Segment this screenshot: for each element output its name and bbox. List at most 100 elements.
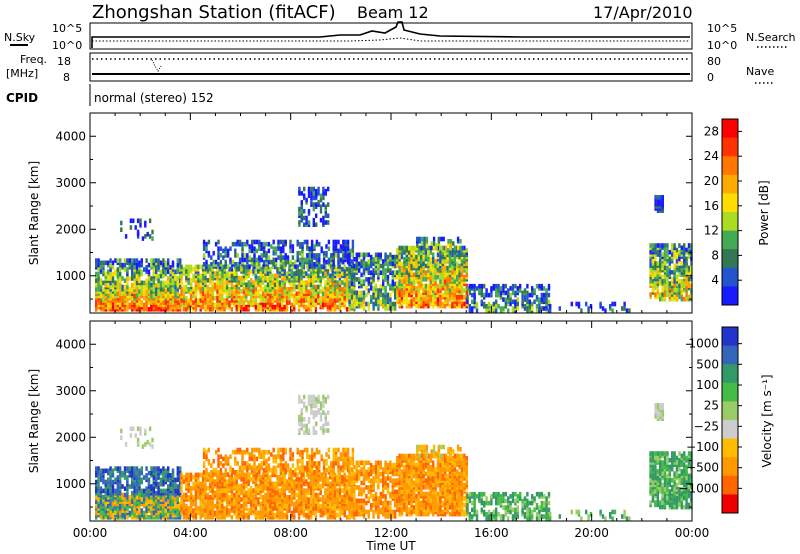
power-cell	[250, 244, 254, 249]
power-cell	[123, 284, 127, 290]
power-cbar-tick: 12	[704, 224, 719, 238]
power-cell	[319, 282, 322, 288]
power-cell	[680, 279, 683, 284]
velocity-cell	[179, 510, 182, 516]
power-cell	[678, 287, 681, 293]
velocity-cell	[302, 497, 306, 502]
power-cell	[121, 284, 124, 290]
power-cell	[382, 303, 385, 309]
power-cell	[240, 289, 243, 294]
power-cell	[458, 303, 461, 309]
power-cell	[400, 261, 404, 266]
power-cell	[136, 229, 140, 235]
power-cell	[355, 301, 358, 307]
velocity-cell	[167, 484, 170, 489]
velocity-cell	[206, 474, 210, 480]
power-cell	[437, 236, 441, 242]
power-cell	[507, 299, 510, 305]
power-cell	[243, 253, 247, 258]
power-cell	[331, 287, 334, 292]
power-cell	[432, 297, 435, 302]
velocity-cell	[221, 492, 224, 498]
power-cell	[312, 289, 315, 294]
power-cell	[671, 270, 674, 275]
power-cell	[123, 278, 127, 283]
power-cell	[217, 246, 220, 251]
power-cell	[176, 276, 179, 281]
power-cell	[322, 215, 325, 221]
power-cell	[133, 258, 136, 263]
power-cell	[422, 277, 425, 282]
power-cell	[668, 261, 671, 266]
power-cell	[511, 283, 515, 289]
velocity-cell	[211, 499, 214, 504]
power-cell	[319, 300, 322, 305]
power-cell	[362, 290, 366, 296]
power-cell	[412, 297, 416, 302]
power-cell	[456, 245, 460, 251]
power-cell	[502, 288, 505, 293]
power-cell	[415, 292, 418, 298]
power-cell	[157, 278, 160, 283]
velocity-cell	[302, 481, 306, 487]
velocity-cell	[237, 483, 241, 489]
power-cell	[310, 239, 314, 245]
power-cell	[219, 253, 223, 258]
power-cell	[531, 301, 534, 307]
power-cell	[344, 248, 347, 254]
velocity-cell	[281, 481, 284, 487]
power-cell	[243, 241, 247, 247]
power-cell	[95, 262, 98, 268]
power-cell	[343, 278, 346, 283]
power-cell	[99, 278, 103, 283]
power-cell	[97, 262, 100, 268]
power-cell	[147, 284, 151, 290]
power-cell	[288, 264, 291, 270]
velocity-cell	[295, 499, 298, 504]
power-cell	[114, 258, 117, 263]
velocity-cell	[185, 492, 188, 498]
power-cell	[167, 282, 170, 288]
velocity-cell	[230, 481, 234, 487]
power-cell	[307, 300, 310, 305]
power-cell	[420, 279, 423, 284]
power-cell	[162, 280, 165, 286]
power-cell	[451, 248, 454, 253]
power-cell	[322, 191, 325, 196]
power-cell	[176, 258, 179, 263]
velocity-cell	[111, 473, 115, 478]
velocity-cell	[216, 497, 219, 502]
power-cell	[155, 269, 158, 275]
power-cell	[218, 284, 222, 290]
power-cell	[282, 255, 285, 260]
power-cell	[159, 280, 163, 286]
velocity-cell	[199, 512, 202, 518]
velocity-cell	[159, 510, 163, 516]
power-cell	[439, 283, 442, 289]
velocity-cell	[128, 466, 131, 471]
power-cell	[248, 255, 251, 260]
power-cell	[331, 293, 334, 299]
velocity-cell	[192, 508, 195, 513]
velocity-cell	[240, 512, 243, 518]
velocity-cell	[164, 501, 167, 507]
power-cell	[449, 239, 453, 244]
power-cell	[367, 259, 370, 264]
power-cell	[417, 303, 420, 309]
velocity-cell	[307, 481, 310, 487]
velocity-cell	[143, 492, 146, 498]
power-cell	[471, 292, 474, 298]
power-cell	[169, 307, 172, 312]
power-cell	[585, 301, 588, 307]
cpid-label: CPID	[6, 91, 38, 105]
power-cell	[202, 239, 206, 245]
velocity-cell	[218, 472, 222, 478]
power-cell	[367, 277, 370, 282]
power-cell	[171, 302, 175, 308]
nave-tick-bottom: 0	[707, 71, 714, 84]
power-cell	[394, 254, 397, 260]
power-cell	[228, 302, 231, 308]
power-cell	[293, 293, 296, 299]
velocity-cell	[309, 486, 313, 491]
power-cell	[687, 294, 691, 300]
